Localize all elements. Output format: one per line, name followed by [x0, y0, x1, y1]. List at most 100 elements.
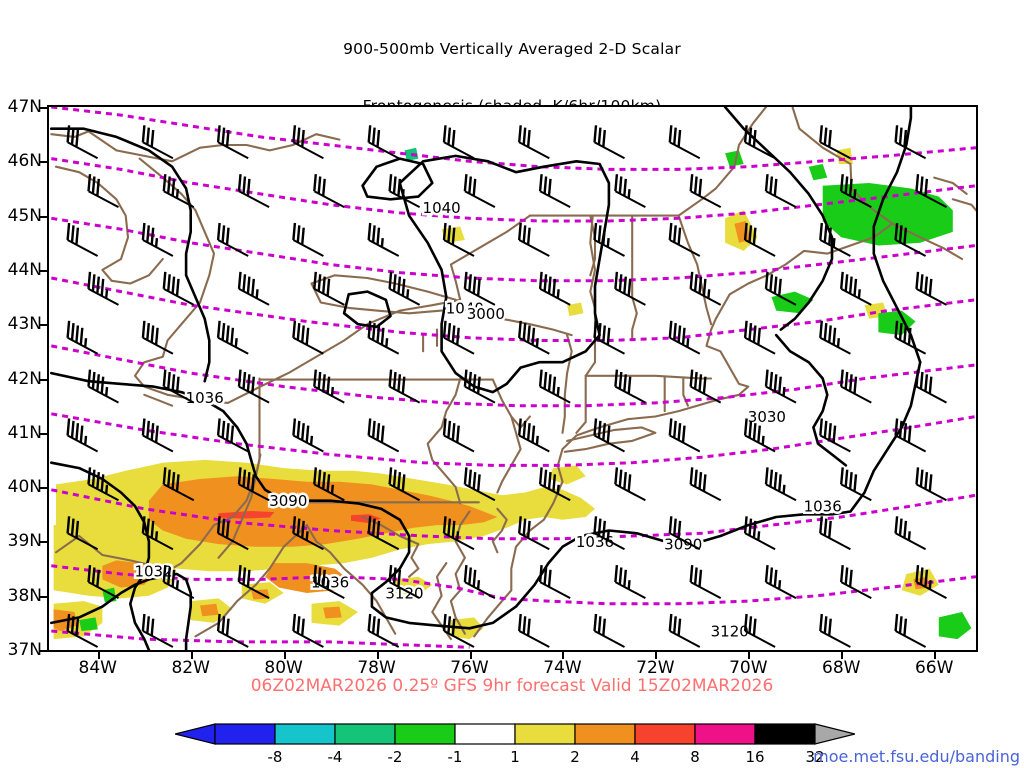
height-contour-label-halo: 3090: [664, 536, 702, 554]
wind-barb: [388, 271, 421, 306]
wind-barb: [819, 613, 851, 648]
wind-barb: [518, 516, 550, 551]
wind-barb: [538, 467, 571, 502]
coastline-segment: [310, 274, 457, 315]
height-contour-700mb: [51, 157, 976, 223]
wind-barb: [87, 174, 119, 208]
frontogenesis-core-cva: [323, 606, 342, 619]
wind-barb: [518, 320, 550, 355]
map-render-surface: 1040104010401040103610361036103610361036…: [50, 107, 976, 650]
colorbar-segment: [394, 723, 456, 745]
wind-barb: [367, 125, 400, 160]
wind-barb: [463, 467, 496, 502]
wind-barb: [915, 174, 947, 208]
coastline-segment: [677, 214, 713, 326]
wind-barb: [216, 320, 249, 355]
wind-barb: [442, 320, 475, 355]
height-contour-label-halo: 3090: [269, 492, 307, 510]
wind-barb: [463, 271, 496, 306]
wind-barb: [66, 222, 99, 257]
wind-barb: [442, 613, 475, 648]
longitude-tick-mark: [841, 652, 844, 659]
wind-barb: [915, 369, 947, 404]
longitude-tick-mark: [283, 652, 286, 659]
wind-barb: [388, 369, 421, 404]
height-contour-label: 3090: [664, 536, 702, 554]
wind-barb: [764, 564, 797, 599]
coastline-segment: [528, 107, 768, 217]
wind-barb: [87, 467, 119, 502]
wind-barb: [593, 320, 625, 355]
wind-barb: [743, 125, 776, 160]
wind-barb: [162, 271, 195, 306]
coastline-segment: [951, 198, 976, 212]
wind-barb: [764, 369, 797, 404]
frontogenesis-patch-adk: [567, 302, 584, 317]
longitude-tick-mark: [655, 652, 658, 659]
wind-barb: [292, 418, 324, 453]
wind-barb: [840, 369, 872, 404]
wind-barb: [87, 369, 119, 404]
wind-barb: [442, 516, 475, 551]
latitude-tick-label: 42N: [7, 368, 42, 389]
wind-barb: [668, 613, 701, 648]
mslp-contour: [50, 371, 471, 630]
wind-barb: [162, 564, 195, 599]
longitude-tick-label: 72W: [636, 658, 675, 678]
frontogenesis-core-swva: [200, 603, 219, 617]
longitude-tick-mark: [190, 652, 193, 659]
wind-barb: [463, 564, 496, 599]
frontolysis-patch-ky-b: [79, 617, 98, 631]
coastline-segment: [143, 393, 174, 407]
wind-barb: [764, 271, 797, 306]
height-contour-label: 3090: [269, 492, 307, 510]
wind-barb: [538, 369, 571, 404]
height-contour-700mb: [51, 412, 976, 467]
wind-barb: [819, 222, 851, 257]
colorbar-tick-label: 32: [805, 748, 825, 766]
wind-barb: [367, 613, 400, 648]
wind-barb: [894, 125, 927, 160]
mslp-contour-label: 1040: [446, 299, 484, 317]
mslp-contour-label: 1036: [186, 389, 224, 407]
longitude-tick-label: 78W: [357, 658, 396, 678]
latitude-tick-label: 44N: [7, 259, 42, 280]
coastline-segment: [54, 165, 164, 285]
mslp-contour-label-halo: 1040: [446, 299, 484, 317]
wind-barb: [313, 174, 345, 208]
wind-barb: [388, 467, 421, 502]
colorbar-tick-label: -4: [327, 748, 343, 766]
mslp-contour: [50, 461, 151, 650]
longitude-tick-mark: [376, 652, 379, 659]
wind-barb: [518, 222, 550, 257]
wind-barb: [689, 271, 722, 306]
colorbar-tick-label: 2: [570, 748, 580, 766]
longitude-tick-mark: [748, 652, 751, 659]
height-contour-label-halo: 3030: [748, 408, 786, 426]
map-plot-area[interactable]: 1040 1040 1040 1040 1036 1036 1036 1036 1036 1036…: [47, 105, 978, 652]
coastline-segment: [584, 214, 597, 377]
mslp-contour: [50, 127, 211, 383]
mslp-contour: [774, 333, 848, 467]
latitude-tick-mark: [40, 161, 47, 164]
latitude-tick-mark: [40, 595, 47, 598]
wind-barb: [313, 271, 345, 306]
latitude-tick-label: 40N: [7, 477, 42, 498]
colorbar-segment: [574, 723, 636, 745]
wind-barb: [141, 320, 174, 355]
latitude-tick-mark: [40, 541, 47, 544]
title-line-1: 900-500mb Vertically Averaged 2-D Scalar: [343, 40, 681, 58]
colorbar-tick-label: 1: [510, 748, 520, 766]
coastline-segment: [449, 510, 471, 635]
latitude-tick-label: 39N: [7, 531, 42, 552]
wind-barb: [388, 174, 421, 208]
coastline-segment: [710, 222, 894, 331]
latitude-tick-mark: [40, 432, 47, 435]
coastline-segment: [584, 374, 713, 380]
latitude-tick-mark: [40, 378, 47, 381]
wind-barb: [819, 418, 851, 453]
wind-barb: [538, 174, 571, 208]
colorbar-segment: [214, 723, 276, 745]
latitude-tick-mark: [40, 324, 47, 327]
wind-barb: [668, 320, 701, 355]
